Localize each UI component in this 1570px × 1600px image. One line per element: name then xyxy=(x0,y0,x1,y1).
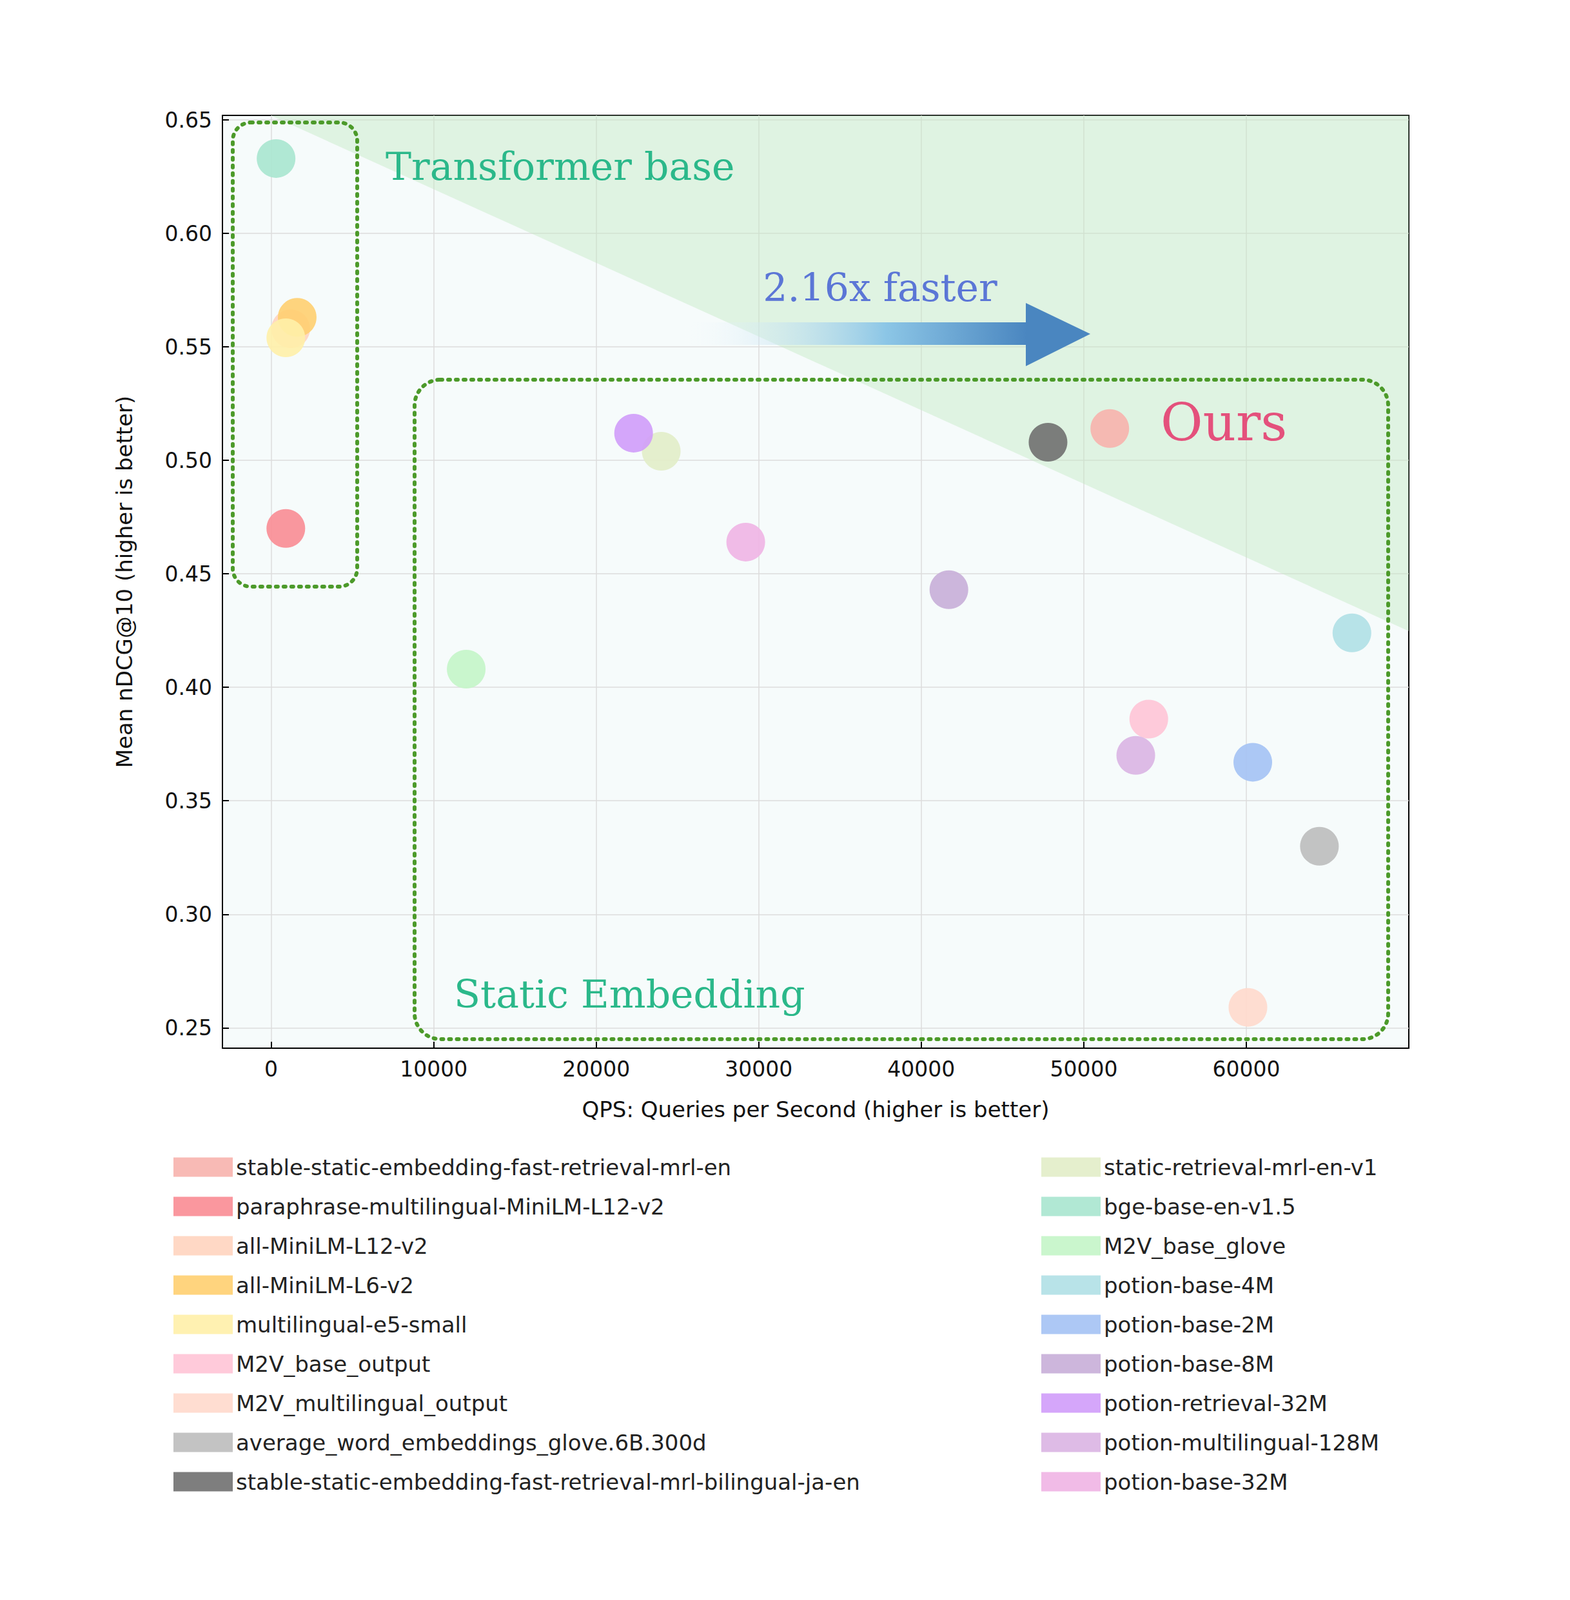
svg-text:30000: 30000 xyxy=(724,1056,793,1082)
svg-text:Transformer base: Transformer base xyxy=(385,143,736,189)
svg-text:static-retrieval-mrl-en-v1: static-retrieval-mrl-en-v1 xyxy=(1103,1154,1378,1181)
svg-text:0.35: 0.35 xyxy=(165,788,213,814)
svg-text:potion-base-4M: potion-base-4M xyxy=(1103,1272,1275,1299)
svg-text:0.65: 0.65 xyxy=(165,107,213,133)
svg-text:potion-base-2M: potion-base-2M xyxy=(1103,1312,1275,1338)
svg-text:40000: 40000 xyxy=(887,1056,955,1082)
svg-text:potion-multilingual-128M: potion-multilingual-128M xyxy=(1103,1430,1380,1456)
svg-text:bge-base-en-v1.5: bge-base-en-v1.5 xyxy=(1103,1194,1296,1220)
svg-text:M2V_base_output: M2V_base_output xyxy=(235,1351,431,1378)
svg-text:0.25: 0.25 xyxy=(165,1015,213,1041)
svg-text:average_word_embeddings_glove.: average_word_embeddings_glove.6B.300d xyxy=(235,1430,707,1456)
svg-text:QPS: Queries per Second (highe: QPS: Queries per Second (higher is bette… xyxy=(582,1096,1050,1123)
svg-text:0.55: 0.55 xyxy=(165,334,213,360)
svg-text:50000: 50000 xyxy=(1049,1056,1118,1082)
svg-text:potion-retrieval-32M: potion-retrieval-32M xyxy=(1103,1390,1328,1417)
svg-text:Ours: Ours xyxy=(1160,392,1287,453)
svg-text:multilingual-e5-small: multilingual-e5-small xyxy=(235,1312,467,1338)
svg-text:all-MiniLM-L12-v2: all-MiniLM-L12-v2 xyxy=(235,1233,429,1260)
svg-text:Mean nDCG@10 (higher is better: Mean nDCG@10 (higher is better) xyxy=(111,395,138,769)
svg-text:potion-base-32M: potion-base-32M xyxy=(1103,1469,1289,1496)
svg-text:paraphrase-multilingual-MiniLM: paraphrase-multilingual-MiniLM-L12-v2 xyxy=(235,1194,665,1220)
svg-text:potion-base-8M: potion-base-8M xyxy=(1103,1351,1275,1378)
svg-text:0.30: 0.30 xyxy=(165,902,213,928)
svg-text:0.50: 0.50 xyxy=(165,448,213,474)
svg-text:10000: 10000 xyxy=(399,1056,468,1082)
svg-text:stable-static-embedding-fast-r: stable-static-embedding-fast-retrieval-m… xyxy=(235,1154,732,1181)
svg-text:20000: 20000 xyxy=(562,1056,630,1082)
svg-text:0.60: 0.60 xyxy=(165,221,213,247)
svg-text:all-MiniLM-L6-v2: all-MiniLM-L6-v2 xyxy=(235,1272,414,1299)
svg-text:2.16x faster: 2.16x faster xyxy=(762,264,998,311)
svg-text:0: 0 xyxy=(264,1056,278,1082)
svg-text:stable-static-embedding-fast-r: stable-static-embedding-fast-retrieval-m… xyxy=(235,1469,861,1496)
svg-text:M2V_multilingual_output: M2V_multilingual_output xyxy=(235,1390,508,1417)
svg-text:0.40: 0.40 xyxy=(165,675,213,701)
svg-text:Static Embedding: Static Embedding xyxy=(453,971,806,1017)
svg-text:M2V_base_glove: M2V_base_glove xyxy=(1103,1233,1286,1260)
svg-text:60000: 60000 xyxy=(1212,1056,1280,1082)
svg-text:0.45: 0.45 xyxy=(165,561,213,587)
